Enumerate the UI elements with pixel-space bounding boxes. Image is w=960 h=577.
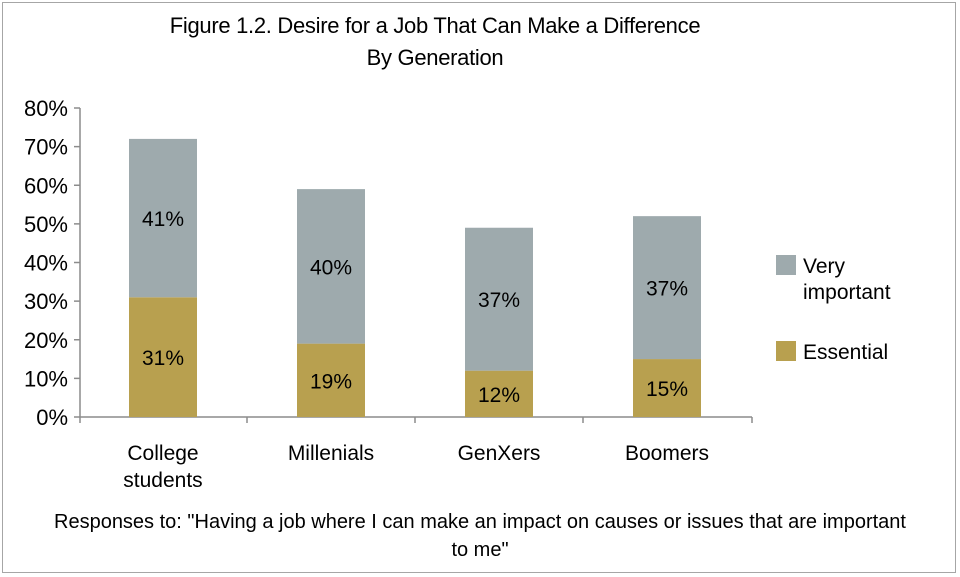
bar-very-important	[465, 227, 533, 371]
y-tick-label: 30%	[24, 289, 68, 314]
data-label: 37%	[478, 289, 520, 312]
legend-label: important	[803, 281, 891, 304]
data-label: 37%	[646, 278, 688, 301]
y-tick-label: 70%	[24, 135, 68, 160]
category-label: Millenials	[288, 442, 374, 465]
legend-swatch	[776, 255, 796, 275]
category-label: College	[127, 442, 198, 465]
data-label: 15%	[646, 378, 688, 401]
data-label: 41%	[142, 208, 184, 231]
chart-title-line-2: By Generation	[366, 45, 504, 70]
chart-footnote-line-1: Responses to: "Having a job where I can …	[54, 511, 906, 533]
chart-footnote: Responses to: "Having a job where I can …	[10, 508, 950, 564]
chart-title-line-1: Figure 1.2. Desire for a Job That Can Ma…	[169, 13, 701, 38]
category-label: students	[123, 469, 202, 492]
y-tick-label: 40%	[24, 251, 68, 276]
legend-swatch	[776, 341, 796, 361]
data-label: 19%	[310, 370, 352, 393]
chart-title: Figure 1.2. Desire for a Job That Can Ma…	[0, 10, 870, 74]
bar-very-important	[129, 138, 197, 298]
data-label: 40%	[310, 256, 352, 279]
data-label: 12%	[478, 384, 520, 407]
bar-essential	[129, 297, 197, 417]
bar-essential	[465, 370, 533, 417]
bar-essential	[297, 343, 365, 417]
legend-label: Essential	[803, 341, 888, 364]
bar-essential	[633, 359, 701, 417]
legend-label: Very	[803, 255, 846, 278]
y-tick-label: 0%	[36, 405, 68, 430]
chart-footnote-line-2: to me"	[451, 539, 509, 561]
bar-very-important	[297, 189, 365, 344]
y-tick-label: 10%	[24, 366, 68, 391]
y-tick-label: 50%	[24, 212, 68, 237]
y-tick-label: 60%	[24, 173, 68, 198]
y-tick-label: 80%	[24, 96, 68, 121]
category-label: Boomers	[625, 442, 709, 465]
y-tick-label: 20%	[24, 328, 68, 353]
category-label: GenXers	[458, 442, 541, 465]
bar-very-important	[633, 216, 701, 360]
data-label: 31%	[142, 347, 184, 370]
